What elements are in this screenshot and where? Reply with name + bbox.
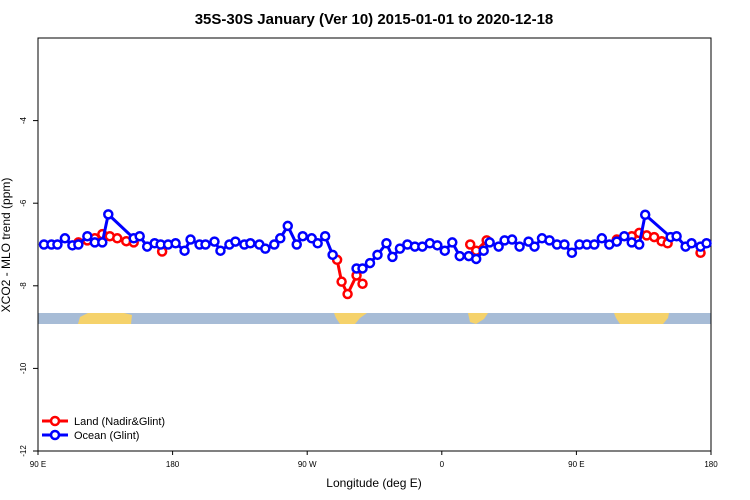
data-point	[589, 239, 600, 250]
data-point	[387, 251, 398, 263]
legend-marker	[49, 429, 61, 441]
x-axis-label: Longitude (deg E)	[326, 476, 421, 490]
data-point	[170, 238, 181, 249]
x-tick-label: 90 E	[30, 460, 46, 469]
data-point	[514, 241, 525, 252]
data-point	[611, 236, 623, 247]
data-point	[260, 243, 271, 254]
data-point	[506, 234, 518, 245]
legend-marker	[49, 415, 61, 427]
data-point	[701, 238, 712, 249]
data-point	[432, 240, 443, 251]
data-point	[633, 239, 645, 250]
y-tick-label: -12	[19, 445, 28, 457]
data-point	[484, 237, 495, 248]
ocean-band	[38, 313, 711, 324]
y-axis-label: XCO2 - MLO trend (ppm)	[0, 178, 13, 313]
y-tick-label: -8	[19, 282, 28, 290]
data-point	[639, 209, 651, 221]
map-band	[38, 313, 711, 324]
y-tick-label: -4	[19, 116, 28, 124]
data-point	[464, 239, 476, 250]
data-point	[297, 230, 308, 242]
chart-title: 35S-30S January (Ver 10) 2015-01-01 to 2…	[195, 11, 554, 28]
data-point	[493, 241, 504, 252]
data-point	[394, 243, 406, 254]
data-point	[470, 253, 482, 265]
data-point	[319, 230, 331, 242]
data-point	[364, 257, 376, 269]
data-point	[619, 230, 630, 242]
data-point	[52, 239, 63, 250]
data-point	[59, 233, 71, 244]
y-tick-label: -10	[19, 362, 28, 374]
data-point	[566, 247, 578, 259]
data-point	[312, 238, 323, 249]
land-band	[78, 313, 132, 324]
data-point	[357, 263, 368, 274]
data-point	[282, 220, 294, 232]
land-band	[614, 313, 669, 324]
data-point	[269, 239, 280, 250]
data-point	[97, 237, 108, 248]
data-point	[82, 230, 93, 242]
legend-label: Ocean (Glint)	[74, 430, 139, 442]
data-point	[112, 233, 123, 244]
data-point	[686, 238, 697, 249]
x-tick-label: 180	[704, 460, 718, 469]
data-point	[230, 236, 241, 247]
data-point	[372, 249, 383, 261]
data-point	[439, 245, 451, 256]
data-point	[342, 288, 353, 300]
data-point	[357, 278, 368, 289]
data-point	[454, 250, 465, 262]
data-point	[559, 239, 570, 250]
x-tick-label: 90 E	[568, 460, 584, 469]
data-point	[671, 230, 682, 242]
data-point	[478, 245, 489, 256]
y-tick-label: -6	[19, 199, 28, 207]
x-tick-label: 0	[440, 460, 445, 469]
data-point	[103, 209, 114, 220]
data-point	[245, 238, 256, 249]
data-point	[200, 239, 211, 250]
data-point	[529, 241, 540, 252]
data-point	[134, 230, 145, 242]
data-point	[327, 249, 338, 261]
data-point	[185, 234, 196, 245]
data-point	[275, 233, 286, 244]
data-point	[215, 245, 226, 256]
data-point	[381, 238, 392, 249]
data-point	[447, 237, 458, 248]
land-band	[468, 313, 488, 324]
data-point	[336, 276, 347, 287]
land-band	[334, 313, 367, 324]
data-point	[291, 239, 302, 250]
x-tick-label: 180	[166, 460, 180, 469]
data-point	[73, 239, 84, 250]
data-point	[209, 236, 220, 247]
data-point	[544, 235, 555, 246]
data-point	[179, 245, 190, 256]
data-point	[648, 231, 660, 243]
x-tick-label: 90 W	[298, 460, 317, 469]
legend-label: Land (Nadir&Glint)	[74, 416, 165, 428]
data-point	[596, 233, 608, 244]
